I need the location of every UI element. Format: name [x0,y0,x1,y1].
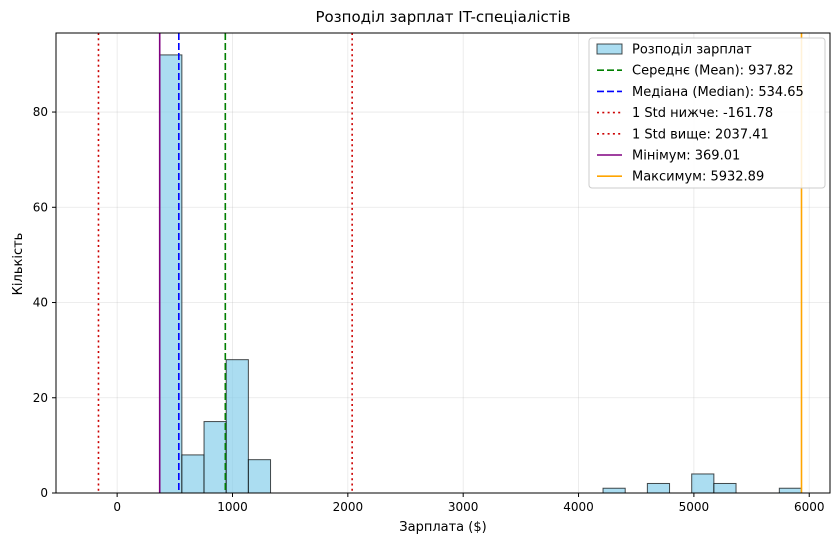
legend-label-std-low: 1 Std нижче: -161.78 [632,106,773,121]
histogram-bar [691,473,715,494]
legend-label-max: Максимум: 5932.89 [632,170,764,185]
histogram-bar [247,459,272,494]
x-tick-label: 1000 [217,500,248,514]
x-axis-label: Зарплата ($) [399,520,486,535]
histogram-bar [181,454,205,494]
reference-lines [97,33,803,493]
histogram-bar [646,482,671,494]
plot-frame [55,32,831,494]
x-tick-label: 3000 [448,500,479,514]
histogram-bar [713,482,737,494]
y-tick-label: 40 [33,296,48,310]
legend-label-std-high: 1 Std вище: 2037.41 [632,127,769,142]
legend: Розподіл зарплат Середнє (Mean): 937.82 Ме… [588,37,826,189]
x-tick-label: 5000 [679,500,710,514]
y-tick-label: 80 [33,105,48,119]
histogram-bar [778,487,802,494]
legend-swatch-histogram [596,43,623,55]
histogram-bar [602,487,626,494]
y-tick-label: 60 [33,200,48,214]
y-tick-label: 0 [40,486,48,500]
x-tick-label: 0 [113,500,121,514]
axis-ticks: 0 1000 2000 3000 4000 5000 6000 0 20 40 60 80 [33,105,825,514]
x-tick-label: 2000 [333,500,364,514]
y-axis-label: Кількість [11,233,26,296]
y-tick-label: 20 [33,391,48,405]
legend-label-histogram: Розподіл зарплат [632,43,752,58]
histogram-bar [225,359,249,494]
legend-label-min: Мінімум: 369.01 [632,149,740,164]
chart-title: Розподіл зарплат IT-спеціалістів [315,8,570,26]
legend-label-median: Медіана (Median): 534.65 [632,85,804,100]
legend-label-mean: Середнє (Mean): 937.82 [632,64,794,79]
histogram-bar [203,421,227,494]
x-tick-label: 6000 [794,500,825,514]
legend-box [588,37,826,189]
x-tick-label: 4000 [563,500,594,514]
